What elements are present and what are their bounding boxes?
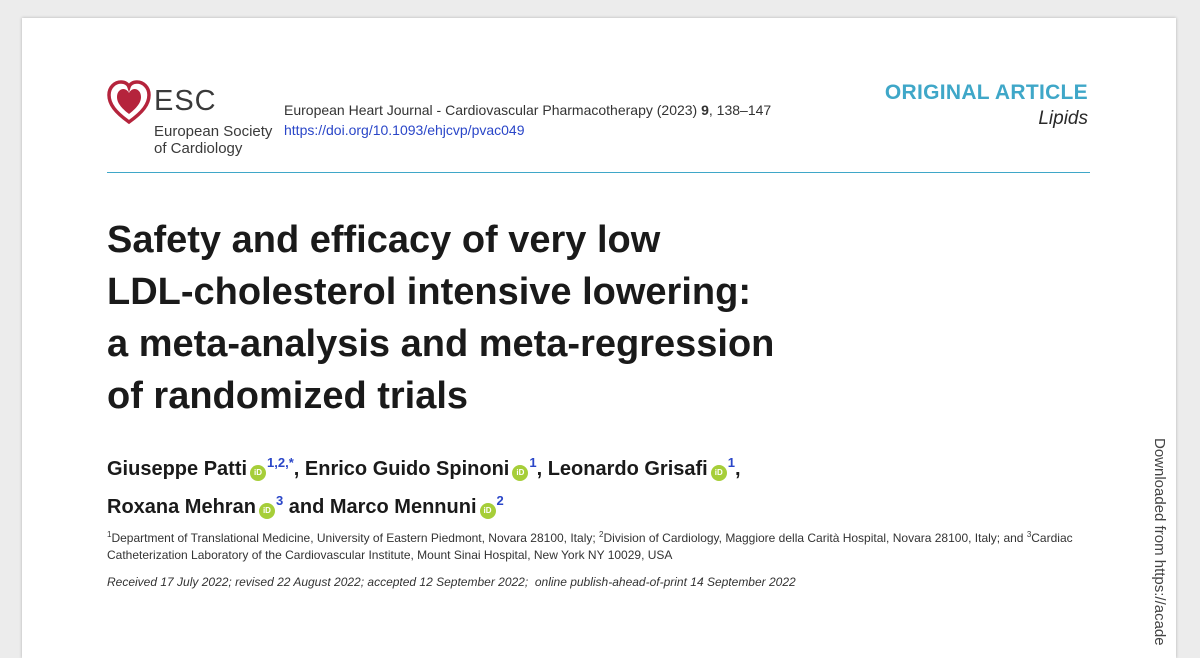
article-type: ORIGINAL ARTICLE <box>884 81 1088 104</box>
author-name: Enrico Guido Spinoni <box>304 458 510 480</box>
logo-subtext: European Society of Cardiology <box>154 123 273 157</box>
author-name: Leonardo Grisafi <box>547 458 708 480</box>
author-affiliation-sup[interactable]: 2 <box>496 493 504 508</box>
esc-logo: ESC European Society of Cardiology <box>107 80 277 180</box>
orcid-icon[interactable]: iD <box>258 503 275 519</box>
orcid-icon[interactable]: iD <box>512 465 529 481</box>
article-type-block: ORIGINAL ARTICLE Lipids <box>885 81 1088 130</box>
orcid-icon[interactable]: iD <box>250 465 267 481</box>
author-separator: , <box>293 458 305 480</box>
article-page: ESC European Society of Cardiology Europ… <box>22 18 1176 658</box>
journal-pages: , 138–147 <box>708 102 772 118</box>
download-watermark: Downloaded from https://acade <box>1151 438 1168 646</box>
orcid-icon[interactable]: iD <box>710 465 727 481</box>
affiliation-text: Division of Cardiology, Maggiore della C… <box>603 531 1027 545</box>
journal-volume: 9 <box>701 102 709 118</box>
journal-citation: European Heart Journal - Cardiovascular … <box>284 102 771 118</box>
author-affiliation-sup[interactable]: 1 <box>727 455 735 470</box>
affiliation-sup: 1 <box>107 530 112 539</box>
article-title: Safety and efficacy of very low LDL-chol… <box>107 219 775 417</box>
author-name: Roxana Mehran <box>107 496 256 518</box>
doi-link[interactable]: https://doi.org/10.1093/ehjcvp/pvac049 <box>284 122 525 138</box>
orcid-icon[interactable]: iD <box>479 503 496 519</box>
affiliation-sup: 2 <box>599 530 604 539</box>
affiliation-text: Department of Translational Medicine, Un… <box>111 531 600 545</box>
publication-dates: Received 17 July 2022; revised 22 August… <box>107 575 796 589</box>
author-name: Giuseppe Patti <box>107 458 248 480</box>
author-separator: , <box>734 458 741 480</box>
affiliations: 1Department of Translational Medicine, U… <box>107 526 1097 564</box>
heart-logo-icon <box>107 80 151 125</box>
article-topic: Lipids <box>1038 108 1088 129</box>
affiliation-text: Cardiac Catheterization Laboratory of th… <box>107 531 1073 562</box>
author-name: Marco Mennuni <box>329 496 477 518</box>
journal-name: European Heart Journal - Cardiovascular … <box>284 102 698 118</box>
author-separator: and <box>283 496 330 518</box>
author-list: Giuseppe Patti iD1,2,*, Enrico Guido Spin… <box>107 447 1097 523</box>
author-affiliation-sup[interactable]: 3 <box>275 493 284 508</box>
author-separator: , <box>536 458 548 480</box>
author-affiliation-sup[interactable]: 1 <box>529 455 537 470</box>
logo-wordmark: ESC <box>154 85 217 117</box>
journal-info: European Heart Journal - Cardiovascular … <box>284 102 771 138</box>
affiliation-sup: 3 <box>1026 530 1032 539</box>
author-affiliation-sup[interactable]: 1,2,* <box>267 455 294 470</box>
header-divider <box>107 172 1090 173</box>
